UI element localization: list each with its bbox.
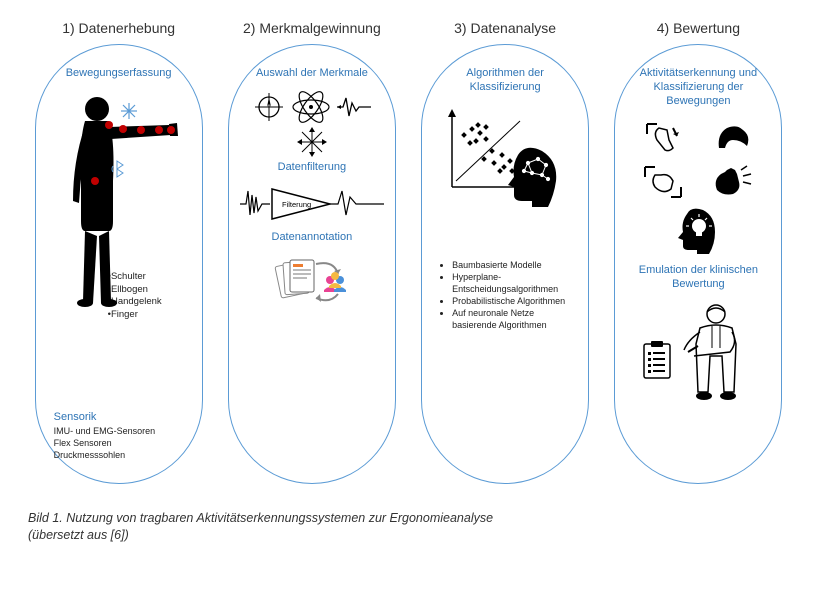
panel-3: 3) Datenanalyse Algorithmen der Klassifi… (415, 20, 596, 484)
waveform-icon (337, 95, 371, 119)
emulation-label: Emulation der klinischen Bewertung (625, 264, 771, 292)
motion-icons-top (643, 120, 753, 156)
sensor-lines: IMU- und EMG-Sensoren Flex Sensoren Druc… (54, 425, 156, 461)
panel-2-pill: Auswahl der Merkmale (228, 44, 396, 484)
joint-item: •Finger (108, 309, 162, 322)
feature-selection-label: Auswahl der Merkmale (256, 67, 368, 81)
bicep-icon (713, 120, 753, 156)
sensor-title: Sensorik (54, 411, 156, 423)
classification-label: Algorithmen der Klassifizierung (466, 67, 544, 95)
filter-diagram: Filterung (238, 181, 386, 227)
algorithm-list: Baumbasierte Modelle Hyperplane-Entschei… (438, 259, 578, 332)
panel-2: 2) Merkmalgewinnung Auswahl der Merkmale (221, 20, 402, 484)
figure-caption: Bild 1. Nutzung von tragbaren Aktivitäts… (28, 510, 789, 544)
algorithm-item: Baumbasierte Modelle (452, 259, 578, 271)
panel-4: 4) Bewertung Aktivitätserkennung und Kla… (608, 20, 789, 484)
panel-3-pill: Algorithmen der Klassifizierung (421, 44, 589, 484)
panel-1-heading: 1) Datenerhebung (62, 20, 175, 36)
doctor-clipboard-icon (638, 300, 758, 410)
sensor-block: Sensorik IMU- und EMG-Sensoren Flex Sens… (54, 411, 156, 461)
algorithm-item: Auf neuronale Netze basierende Algorithm… (452, 307, 578, 331)
compass-icon (253, 91, 285, 123)
panel-4-heading: 4) Bewertung (657, 20, 740, 36)
atom-icon (291, 91, 331, 123)
panel-3-heading: 3) Datenanalyse (454, 20, 556, 36)
feature-icons-row (253, 91, 371, 123)
compass-arrows-icon (297, 127, 327, 157)
annotation-label: Datenannotation (272, 231, 353, 245)
panel-2-heading: 2) Merkmalgewinnung (243, 20, 381, 36)
brain-head-icon (504, 145, 564, 209)
panel-1: 1) Datenerhebung Bewegungserfassung (28, 20, 209, 484)
panel-1-pill: Bewegungserfassung (35, 44, 203, 484)
lightbulb-head-icon (675, 206, 721, 256)
panel-4-pill: Aktivitätserkennung und Klassifizierung … (614, 44, 782, 484)
motion-icons-mid (643, 164, 753, 200)
hand-grip-icon (643, 165, 683, 199)
hand-drop-icon (643, 120, 683, 156)
svg-text:Filterung: Filterung (282, 200, 311, 209)
annotation-icon (272, 250, 352, 310)
human-silhouette (59, 91, 179, 311)
filtering-label: Datenfilterung (278, 161, 347, 175)
diagram-container: 1) Datenerhebung Bewegungserfassung (28, 20, 789, 544)
activity-recognition-label: Aktivitätserkennung und Klassifizierung … (625, 67, 771, 108)
algorithm-item: Hyperplane-Entscheidungsalgorithmen (452, 271, 578, 295)
panel-row: 1) Datenerhebung Bewegungserfassung (28, 20, 789, 484)
hand-wave-icon (709, 164, 753, 200)
algorithm-item: Probabilistische Algorithmen (452, 295, 578, 307)
motion-capture-label: Bewegungserfassung (66, 67, 172, 81)
